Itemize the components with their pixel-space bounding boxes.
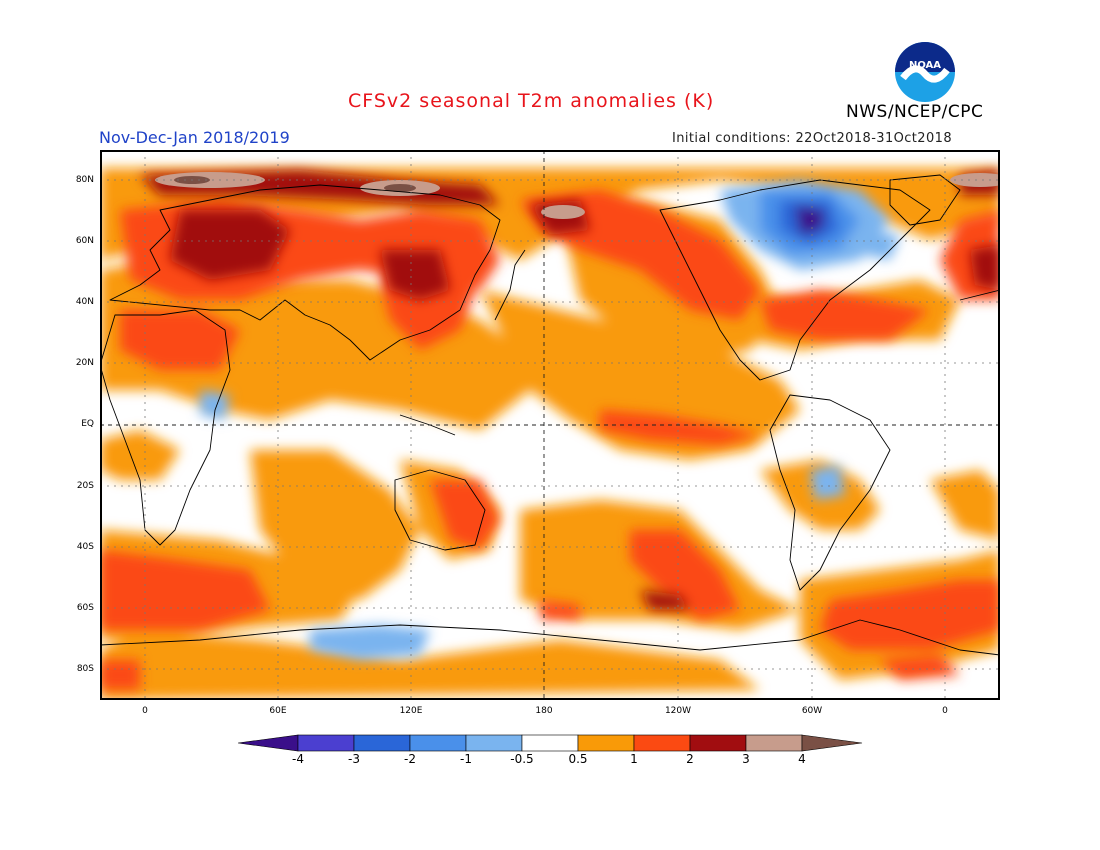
colorbar-swatch (801, 734, 863, 752)
colorbar-label: 4 (798, 752, 806, 766)
colorbar-swatch (633, 734, 691, 752)
forecast-period: Nov-Dec-Jan 2018/2019 (99, 128, 290, 147)
lon-label: 60W (801, 706, 823, 716)
map-frame (100, 150, 1000, 700)
lat-label: EQ (81, 419, 94, 429)
colorbar-label: 2 (686, 752, 694, 766)
lon-label: 120E (399, 706, 423, 716)
colorbar-label: 3 (742, 752, 750, 766)
colorbar-swatch (238, 734, 299, 752)
map-title: CFSv2 seasonal T2m anomalies (K) (348, 90, 715, 112)
colorbar-swatch (353, 734, 411, 752)
colorbar-label: -4 (292, 752, 304, 766)
colorbar-swatch (409, 734, 467, 752)
anomaly-map (100, 150, 1000, 700)
colorbar (238, 734, 863, 752)
lat-lon-grid (100, 150, 1000, 700)
colorbar-label: 1 (630, 752, 638, 766)
colorbar-swatch (577, 734, 635, 752)
noaa-logo: NOAA (895, 42, 955, 102)
lon-label: 180 (535, 706, 553, 716)
noaa-logo-text: NOAA (909, 60, 941, 71)
colorbar-label: -2 (404, 752, 416, 766)
lat-label: 60N (75, 236, 94, 246)
colorbar-swatch (689, 734, 747, 752)
lat-label: 20N (75, 358, 94, 368)
colorbar-swatch (745, 734, 803, 752)
lat-label: 40S (76, 542, 94, 552)
colorbar-label: -3 (348, 752, 360, 766)
colorbar-label: -1 (460, 752, 472, 766)
colorbar-swatch (521, 734, 579, 752)
lat-label: 20S (76, 481, 94, 491)
lon-label: 0 (942, 706, 948, 716)
lat-label: 60S (76, 603, 94, 613)
lat-label: 80S (76, 664, 94, 674)
colorbar-swatch (297, 734, 355, 752)
lon-label: 60E (269, 706, 287, 716)
lat-label: 80N (75, 175, 94, 185)
initial-conditions: Initial conditions: 22Oct2018-31Oct2018 (672, 131, 952, 146)
colorbar-label: -0.5 (510, 752, 534, 766)
lon-label: 0 (142, 706, 148, 716)
colorbar-swatch (465, 734, 523, 752)
colorbar-label: 0.5 (568, 752, 588, 766)
lon-label: 120W (664, 706, 692, 716)
lat-label: 40N (75, 297, 94, 307)
organization-label: NWS/NCEP/CPC (846, 102, 984, 122)
